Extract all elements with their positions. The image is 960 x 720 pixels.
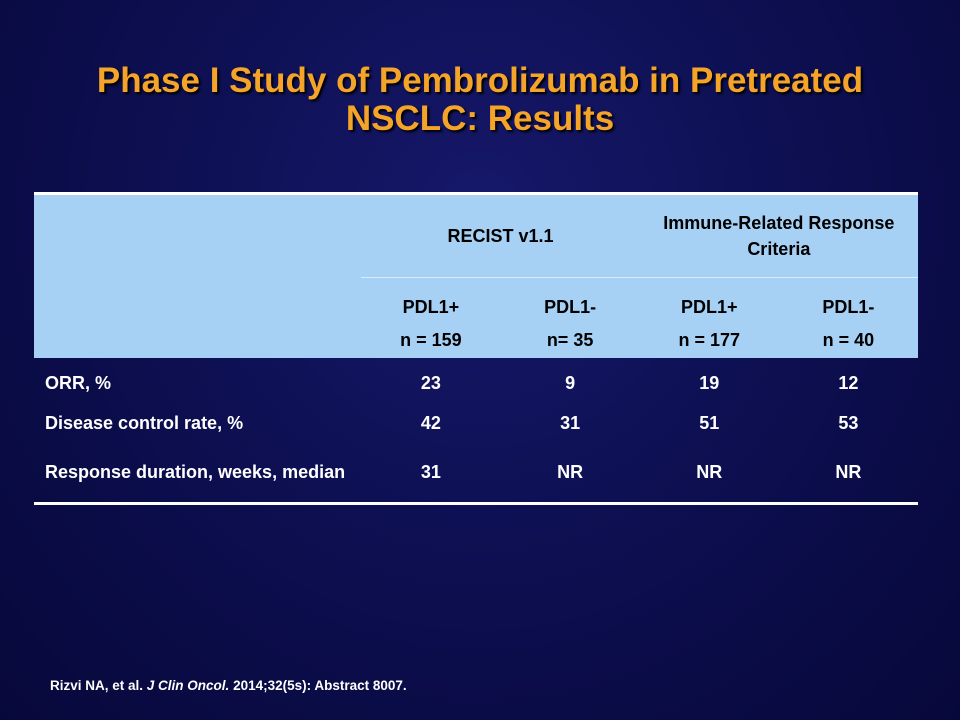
table-cell: NR [500,442,640,505]
table-row-response-duration: Response duration, weeks, median 31 NR N… [34,442,918,505]
table-cell: 42 [420,412,441,433]
table-cell: 23 [420,372,441,393]
table-cell: 12 [838,372,859,393]
table-cell: 51 [699,412,720,433]
table-cell: NR [639,442,779,505]
row-label: Response duration, weeks, median [34,442,362,505]
citation-journal: J Clin Oncol. [146,678,230,693]
slide-title: Phase I Study of Pembrolizumab in Pretre… [0,62,960,138]
subheader-irrc-pdl1-negative: PDL1- [778,277,918,322]
results-table: RECIST v1.1 Immune-Related Response Crit… [34,192,918,505]
slide-title-line-2: NSCLC: Results [345,99,615,138]
table-cell: 19 [699,372,720,393]
corner-header-cell [34,192,362,358]
citation-authors: Rizvi NA, et al. [50,678,144,693]
row-label: ORR, % [45,372,112,393]
slide-title-line-1: Phase I Study of Pembrolizumab in Pretre… [96,61,864,100]
sample-size-irrc-pdl1-negative: n = 40 [778,322,918,358]
sample-size-irrc-pdl1-positive: n = 177 [639,322,779,358]
group-header-recist: RECIST v1.1 [361,192,640,278]
table-cell: 31 [361,442,501,505]
subheader-recist-pdl1-positive: PDL1+ [361,277,501,322]
subheader-recist-pdl1-negative: PDL1- [500,277,640,322]
subheader-irrc-pdl1-positive: PDL1+ [639,277,779,322]
row-label: Disease control rate, % [45,412,244,433]
table-cell: 31 [560,412,581,433]
table-cell: NR [778,442,918,505]
table-cell: 9 [565,372,576,393]
citation-details: 2014;32(5s): Abstract 8007. [233,678,407,693]
sample-size-recist-pdl1-positive: n = 159 [361,322,501,358]
citation: Rizvi NA, et al. J Clin Oncol. 2014;32(5… [50,678,407,693]
table-cell: 53 [838,412,859,433]
table-row-orr: ORR, % 23 9 19 12 [34,358,918,404]
group-header-immune-related: Immune-Related Response Criteria [639,192,918,278]
table-row-disease-control-rate: Disease control rate, % 42 31 51 53 [34,404,918,442]
sample-size-recist-pdl1-negative: n= 35 [500,322,640,358]
